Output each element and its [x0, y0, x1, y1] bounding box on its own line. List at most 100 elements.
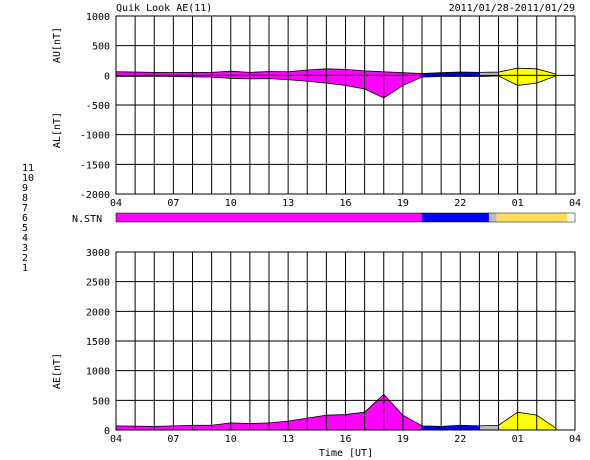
au-area-segment: [422, 72, 442, 76]
chart-title: Quik Look AE(11): [116, 3, 212, 14]
x-tick-label: 04: [110, 434, 122, 445]
al-area-line: [116, 75, 557, 99]
x-tick-label: 04: [569, 198, 581, 209]
al-area-segment: [345, 75, 365, 89]
x-tick-label: 10: [225, 434, 237, 445]
legend-entry: 5: [22, 223, 28, 234]
y-tick-label: 1000: [86, 12, 110, 23]
x-tick-label: 07: [167, 434, 179, 445]
ae-area-segment: [173, 425, 193, 430]
ae-area-segment: [345, 412, 365, 430]
ae-area-segment: [479, 425, 499, 430]
ae-area-segment: [307, 415, 327, 430]
y-tick-label: -2000: [80, 190, 110, 201]
ae-area-segment: [383, 394, 403, 430]
ae-area-segment: [269, 421, 289, 430]
x-tick-label: 16: [339, 198, 351, 209]
au-area-segment: [479, 72, 499, 76]
bottom-ylabel: AE[nT]: [52, 353, 63, 389]
y-tick-label: -500: [86, 101, 110, 112]
al-area-segment: [517, 75, 537, 86]
legend-entry: 6: [22, 213, 28, 224]
au-area-segment: [135, 72, 155, 76]
x-tick-label: 01: [512, 434, 524, 445]
au-area-segment: [402, 72, 422, 76]
al-area-segment: [249, 75, 269, 79]
al-area-segment: [307, 75, 327, 84]
station-segment: [496, 213, 568, 222]
au-area-segment: [269, 71, 289, 76]
al-area-segment: [383, 75, 403, 98]
au-area-segment: [364, 70, 384, 76]
au-area-segment: [192, 72, 212, 76]
x-tick-label: 01: [512, 198, 524, 209]
au-area-segment: [116, 71, 136, 76]
ae-area-segment: [422, 425, 442, 430]
x-tick-label: 13: [282, 198, 294, 209]
au-area-segment: [326, 68, 346, 76]
station-segment: [422, 213, 489, 222]
ae-area-line: [115, 393, 557, 429]
au-area-segment: [498, 68, 518, 76]
y-tick-label: 1000: [86, 367, 110, 378]
station-count-panel: [115, 212, 576, 223]
al-area-segment: [211, 75, 231, 79]
station-segment: [488, 213, 497, 222]
legend-entry: 4: [22, 233, 28, 244]
ae-area-segment: [326, 414, 346, 430]
ae-area-segment: [116, 425, 136, 430]
ae-area-segment: [192, 425, 212, 430]
legend-entry: 3: [22, 243, 28, 254]
x-tick-label: 04: [569, 434, 581, 445]
ae-area-segment: [230, 422, 250, 430]
ae-area-segment: [498, 412, 518, 430]
ae-area-segment: [288, 418, 308, 430]
x-tick-label: 22: [454, 434, 466, 445]
x-tick-label: 10: [225, 198, 237, 209]
au-area-segment: [307, 68, 327, 76]
au-area-segment: [517, 68, 537, 76]
x-tick-label: 07: [167, 198, 179, 209]
ae-area-segment: [154, 425, 174, 430]
y-tick-label: 2500: [86, 278, 110, 289]
x-tick-label: 19: [397, 198, 409, 209]
station-segment: [116, 213, 422, 222]
stn-label: N.STN: [72, 214, 102, 225]
legend-entry: 7: [22, 203, 28, 214]
ae-area-segment: [517, 412, 537, 430]
au-area-segment: [460, 72, 480, 76]
y-tick-label: -1000: [80, 131, 110, 142]
al-area-segment: [230, 75, 250, 79]
legend-entry: 2: [22, 253, 28, 264]
x-tick-label: 04: [110, 198, 122, 209]
au-area-line: [115, 67, 556, 75]
y-tick-label: 0: [104, 71, 110, 82]
ae-area-segment: [135, 426, 155, 430]
al-area-segment: [402, 75, 422, 86]
y-tick-label: -1500: [80, 160, 110, 171]
x-tick-label: 16: [339, 434, 351, 445]
ae-area-segment: [460, 425, 480, 430]
y-tick-label: 500: [92, 396, 110, 407]
au-area-segment: [173, 72, 193, 76]
date-range: 2011/01/28-2011/01/29: [449, 3, 575, 14]
x-tick-label: 19: [397, 434, 409, 445]
y-tick-label: 0: [104, 426, 110, 437]
ae-area-segment: [402, 415, 422, 430]
x-tick-label: 22: [454, 198, 466, 209]
au-area-segment: [154, 72, 174, 76]
ae-area-segment: [364, 394, 384, 430]
y-tick-label: 3000: [86, 248, 110, 259]
top-ylabel-au: AU[nT]: [52, 27, 63, 63]
y-tick-label: 500: [92, 42, 110, 53]
legend-entry: 1: [22, 263, 28, 274]
x-tick-label: 13: [282, 434, 294, 445]
station-frame: [115, 212, 576, 223]
top-ylabel-al: AL[nT]: [52, 112, 63, 148]
al-area-segment: [326, 75, 346, 86]
x-axis-label: Time [UT]: [319, 448, 373, 459]
